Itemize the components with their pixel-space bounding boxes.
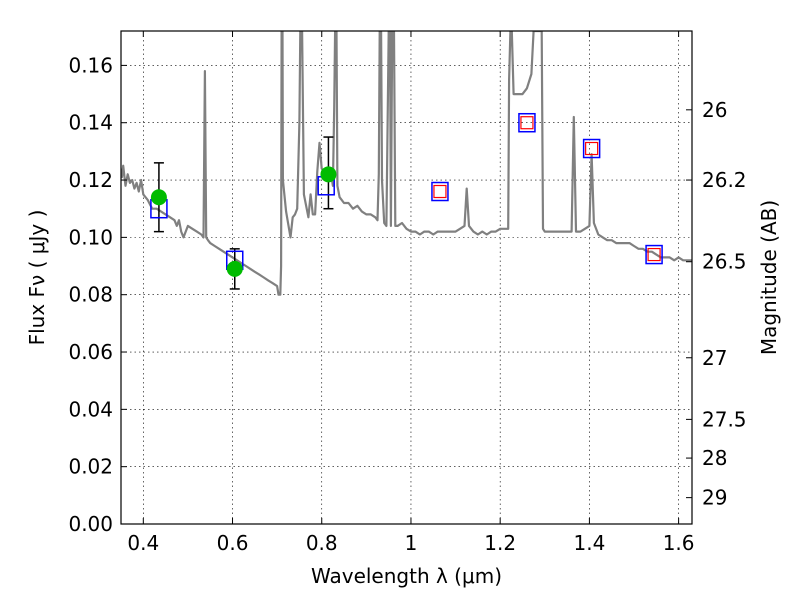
tick-marks	[121, 31, 692, 525]
observed-circle-marker	[226, 260, 243, 277]
model-square-marker	[431, 181, 449, 202]
y-tick-label: 0.00	[68, 512, 113, 536]
x-tick-label: 1.4	[573, 531, 605, 555]
plot-frame	[120, 30, 693, 525]
x-tick-label: 1	[405, 531, 418, 555]
right-tick-label: 28	[702, 446, 727, 470]
right-tick-label: 26	[702, 98, 727, 122]
y-tick-label: 0.02	[68, 455, 113, 479]
grid	[121, 31, 692, 525]
red-square-marker	[433, 184, 447, 199]
x-tick-label: 1.6	[663, 531, 695, 555]
x-axis-title: Wavelength λ (μm)	[311, 564, 502, 588]
right-axis-title: Magnitude (AB)	[757, 200, 781, 355]
right-tick-label: 27	[702, 346, 727, 370]
x-tick-label: 1.2	[484, 531, 516, 555]
y-axis-title: Flux Fν ( μJy )	[25, 210, 49, 346]
y-tick-label: 0.08	[68, 283, 113, 307]
y-tick-label: 0.14	[68, 111, 113, 135]
right-tick-label: 27.5	[702, 407, 747, 431]
right-tick-label: 29	[702, 486, 727, 510]
red-square-marker	[647, 247, 661, 262]
red-square-marker	[520, 116, 534, 130]
y-tick-label: 0.06	[68, 340, 113, 364]
x-tick-label: 0.6	[217, 531, 249, 555]
y-tick-label: 0.16	[68, 53, 113, 77]
right-tick-label: 26.2	[702, 168, 747, 192]
x-tick-label: 0.8	[306, 531, 338, 555]
marker-layer	[150, 112, 663, 290]
model-square-marker	[518, 112, 536, 133]
right-tick-label: 26.5	[702, 250, 747, 274]
spectrum-layer	[121, 31, 692, 296]
observed-circle-marker	[150, 189, 167, 206]
x-tick-label: 0.4	[127, 531, 159, 555]
model-square-marker	[582, 138, 601, 159]
y-tick-label: 0.04	[68, 397, 113, 421]
model-square-marker	[645, 244, 663, 265]
tick-labels: 0.4 0.6 0.8 1 1.2 1.4 1.6 0.00 0.02 0.04 0.06 0.08 0…	[68, 53, 746, 555]
y-tick-label: 0.12	[68, 168, 113, 192]
red-square-marker	[585, 141, 599, 156]
y-tick-label: 0.10	[68, 225, 113, 249]
spectrum-line	[121, 31, 692, 296]
observed-circle-marker	[320, 166, 337, 183]
